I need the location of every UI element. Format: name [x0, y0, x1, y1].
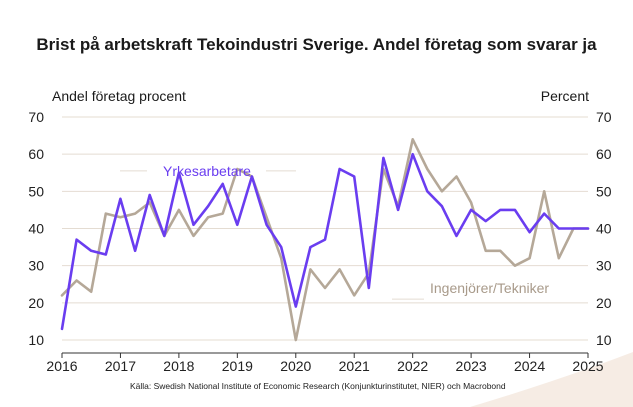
y-tick-label-left: 70 — [28, 109, 44, 125]
x-tick-label: 2020 — [280, 358, 311, 374]
y-tick-label-right: 40 — [596, 221, 612, 237]
y-tick-label-right: 50 — [596, 183, 612, 199]
x-tick-label: 2023 — [456, 358, 487, 374]
y-axis-label-left: Andel företag procent — [52, 88, 186, 104]
y-tick-label-left: 20 — [28, 295, 44, 311]
x-tick-label: 2025 — [572, 358, 603, 374]
x-tick-label: 2016 — [46, 358, 77, 374]
chart-title: Brist på arbetskraft Tekoindustri Sverig… — [36, 35, 597, 54]
x-tick-label: 2017 — [105, 358, 136, 374]
y-tick-label-left: 60 — [28, 146, 44, 162]
x-tick-label: 2018 — [163, 358, 194, 374]
series-line-ingenjorer-tekniker — [60, 138, 590, 342]
y-tick-label-left: 50 — [28, 183, 44, 199]
y-tick-label-left: 30 — [28, 258, 44, 274]
y-tick-label-right: 30 — [596, 258, 612, 274]
y-tick-label-right: 60 — [596, 146, 612, 162]
y-tick-label-left: 10 — [28, 332, 44, 348]
x-tick-label: 2022 — [397, 358, 428, 374]
x-tick-label: 2024 — [514, 358, 545, 374]
y-axis-label-right: Percent — [540, 88, 589, 104]
x-tick-label: 2021 — [339, 358, 370, 374]
series-line-yrkesarbetare — [60, 152, 590, 331]
series-label-yrkesarbetare: Yrkesarbetare — [163, 163, 251, 179]
source-note: Källa: Swedish National Institute of Eco… — [130, 381, 506, 391]
y-tick-label-right: 20 — [596, 295, 612, 311]
y-tick-label-right: 70 — [596, 109, 612, 125]
series-label-ingenjorer-tekniker: Ingenjörer/Tekniker — [430, 280, 549, 296]
y-tick-label-left: 40 — [28, 221, 44, 237]
y-tick-label-right: 10 — [596, 332, 612, 348]
x-tick-label: 2019 — [222, 358, 253, 374]
